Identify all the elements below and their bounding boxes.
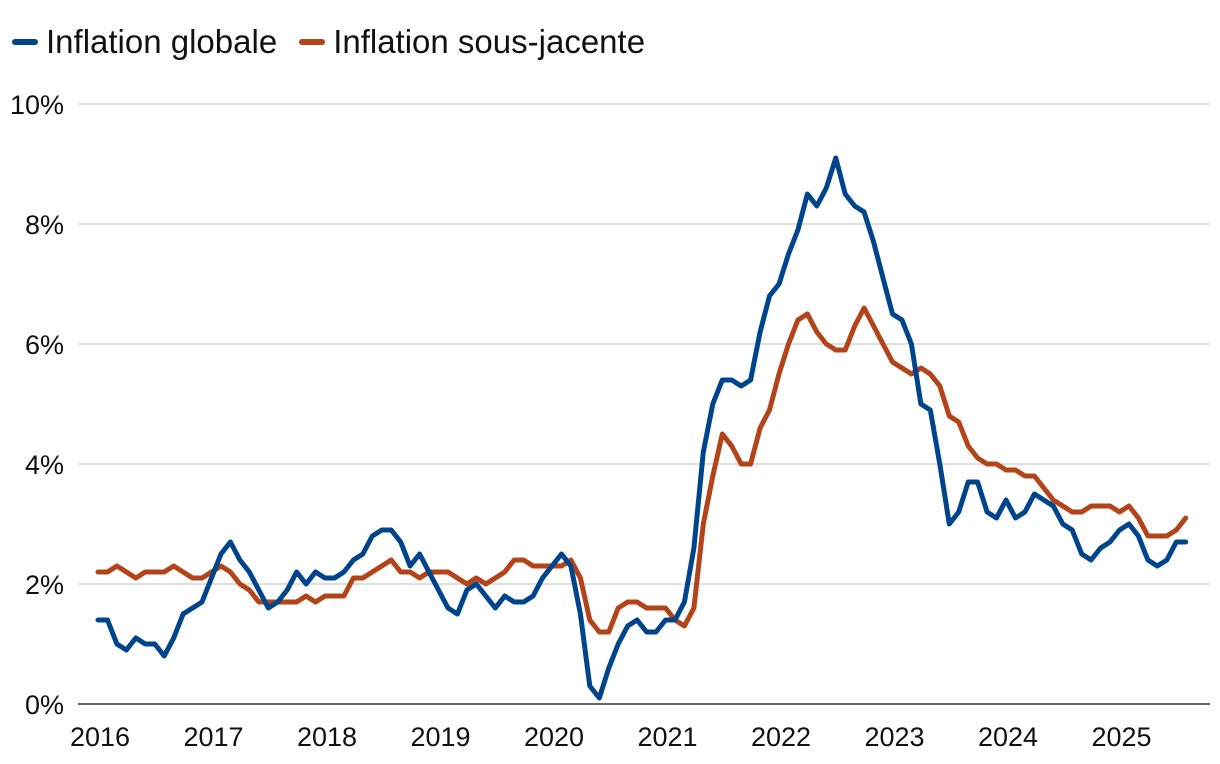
grid-lines xyxy=(78,103,1210,705)
series-lines xyxy=(95,155,1189,701)
x-tick-label: 2025 xyxy=(1091,722,1151,752)
x-tick-label: 2022 xyxy=(751,722,811,752)
y-tick-label: 4% xyxy=(25,450,64,480)
legend-label-series-0: Inflation globale xyxy=(46,23,278,60)
chart-legend: Inflation globale Inflation sous-jacente xyxy=(12,20,645,64)
x-axis-tick-labels: 2016 2017 2018 2019 2020 2021 2022 2023 2024 2025 xyxy=(70,722,1152,752)
legend-label-series-1: Inflation sous-jacente xyxy=(333,23,646,60)
x-tick-label: 2016 xyxy=(70,722,130,752)
legend-item-series-0: Inflation globale xyxy=(12,23,277,61)
y-tick-label: 2% xyxy=(25,570,64,600)
x-tick-label: 2023 xyxy=(864,722,924,752)
legend-swatch-series-1 xyxy=(299,39,326,45)
x-tick-label: 2019 xyxy=(410,722,470,752)
y-tick-label: 8% xyxy=(25,210,64,240)
y-tick-label: 6% xyxy=(25,330,64,360)
x-tick-label: 2024 xyxy=(978,722,1038,752)
legend-item-series-1: Inflation sous-jacente xyxy=(299,23,645,61)
y-tick-label: 10% xyxy=(10,90,64,120)
legend-swatch-series-0 xyxy=(12,39,38,45)
series-line-0 xyxy=(95,155,1189,701)
y-axis-tick-labels: 0% 2% 4% 6% 8% 10% xyxy=(10,90,64,720)
x-tick-label: 2020 xyxy=(524,722,584,752)
x-tick-label: 2018 xyxy=(297,722,357,752)
x-tick-label: 2021 xyxy=(637,722,697,752)
y-tick-label: 0% xyxy=(25,690,64,720)
x-tick-label: 2017 xyxy=(183,722,243,752)
